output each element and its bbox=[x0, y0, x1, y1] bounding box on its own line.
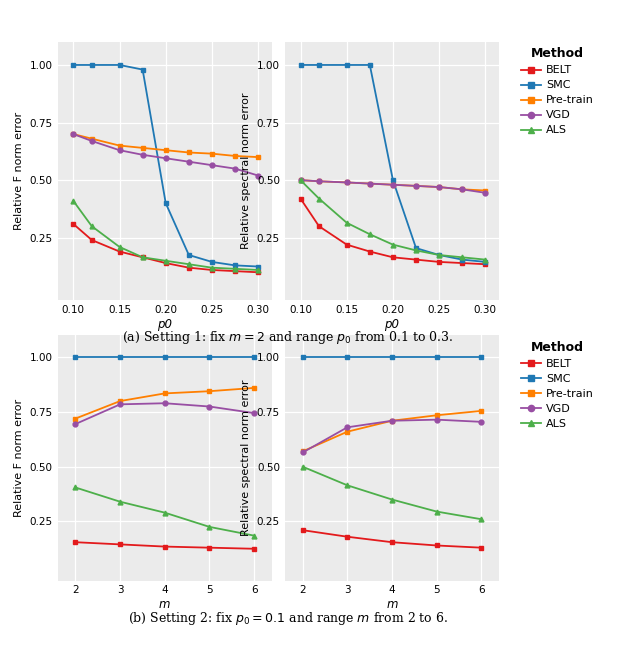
Legend: BELT, SMC, Pre-train, VGD, ALS: BELT, SMC, Pre-train, VGD, ALS bbox=[521, 48, 594, 135]
Y-axis label: Relative spectral norm error: Relative spectral norm error bbox=[241, 380, 252, 536]
Y-axis label: Relative spectral norm error: Relative spectral norm error bbox=[241, 93, 252, 249]
Text: (a) Setting 1: fix $m = 2$ and range $p_0$ from 0.1 to 0.3.: (a) Setting 1: fix $m = 2$ and range $p_… bbox=[122, 329, 454, 346]
X-axis label: m: m bbox=[387, 598, 397, 611]
Text: (b) Setting 2: fix $p_0 = 0.1$ and range $m$ from 2 to 6.: (b) Setting 2: fix $p_0 = 0.1$ and range… bbox=[128, 610, 448, 626]
Legend: BELT, SMC, Pre-train, VGD, ALS: BELT, SMC, Pre-train, VGD, ALS bbox=[521, 341, 594, 429]
X-axis label: m: m bbox=[159, 598, 170, 611]
Y-axis label: Relative F norm error: Relative F norm error bbox=[14, 112, 24, 230]
X-axis label: p0: p0 bbox=[385, 317, 399, 331]
Y-axis label: Relative F norm error: Relative F norm error bbox=[14, 399, 24, 517]
X-axis label: p0: p0 bbox=[157, 317, 172, 331]
